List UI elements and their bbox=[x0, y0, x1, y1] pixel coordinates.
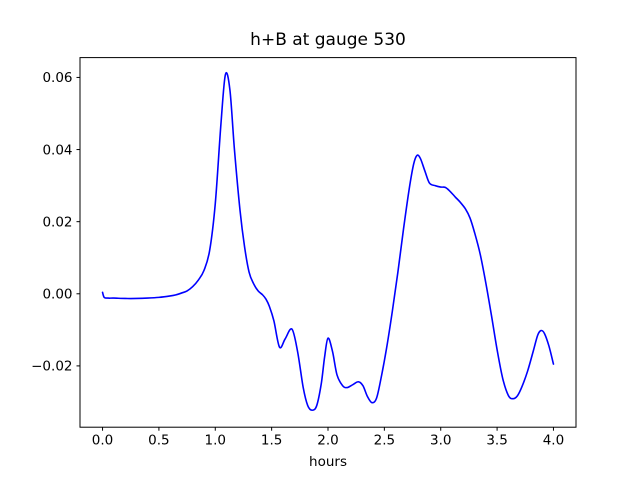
x-axis-label: hours bbox=[309, 454, 347, 470]
x-tick-label: 4.0 bbox=[543, 433, 564, 449]
y-tick-label: 0.06 bbox=[42, 70, 72, 86]
x-tick-label: 0.5 bbox=[148, 433, 169, 449]
y-axis-ticks bbox=[76, 76, 80, 367]
x-tick-label: 0.0 bbox=[92, 433, 113, 449]
x-tick-label: 3.0 bbox=[430, 433, 451, 449]
chart-title: h+B at gauge 530 bbox=[250, 30, 406, 50]
data-series bbox=[101, 72, 555, 412]
y-tick-label: 0.00 bbox=[42, 287, 72, 303]
y-axis-tick-labels: −0.02 0.00 0.02 0.04 0.06 bbox=[31, 70, 72, 374]
x-tick-label: 1.5 bbox=[261, 433, 282, 449]
y-tick-label: 0.02 bbox=[42, 214, 72, 230]
x-axis-ticks bbox=[102, 427, 554, 431]
x-tick-label: 3.5 bbox=[486, 433, 507, 449]
x-tick-label: 2.5 bbox=[374, 433, 395, 449]
x-tick-label: 1.0 bbox=[205, 433, 226, 449]
x-tick-label: 2.0 bbox=[317, 433, 338, 449]
data-line bbox=[101, 72, 555, 412]
y-tick-label: 0.04 bbox=[42, 142, 72, 158]
x-axis-tick-labels: 0.0 0.5 1.0 1.5 2.0 2.5 3.0 3.5 4.0 bbox=[92, 433, 564, 449]
y-tick-label: −0.02 bbox=[31, 359, 72, 375]
